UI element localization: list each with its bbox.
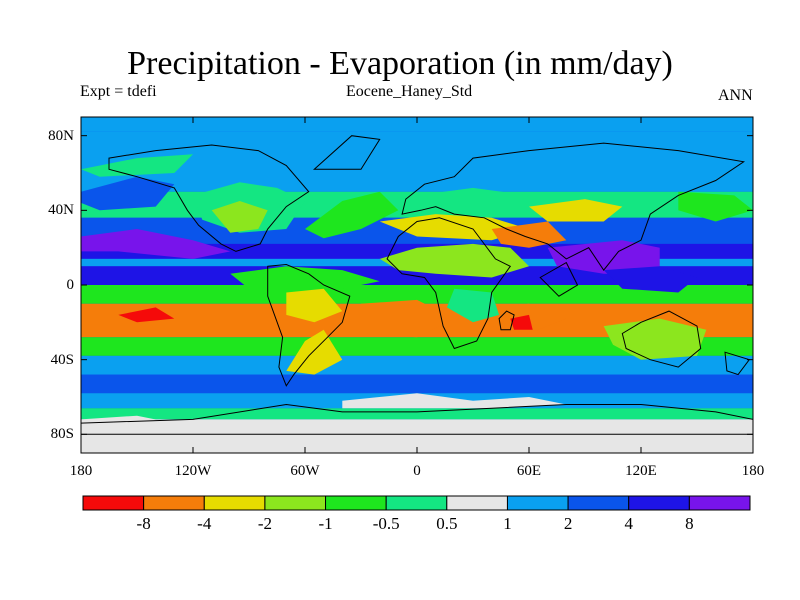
y-tick-label: 40N [48, 202, 74, 219]
colorbar-swatch [567, 495, 630, 511]
zonal-band [81, 337, 753, 356]
colorbar-level-label: 0.5 [436, 514, 458, 533]
colorbar-level-label: 8 [685, 514, 694, 533]
experiment-label: Expt = tdefi [80, 83, 157, 100]
colorbar-swatch [82, 495, 145, 511]
colorbar [82, 495, 751, 511]
colorbar-level-label: 4 [624, 514, 633, 533]
patch-cafrica [446, 288, 500, 323]
colorbar-swatch [506, 495, 569, 511]
pe-field [81, 117, 753, 453]
coast-australia [621, 310, 702, 368]
patch-antarctic-margin [342, 393, 567, 409]
x-tick-label: 120W [174, 463, 212, 479]
zonal-band [81, 285, 753, 304]
colorbar-swatch [628, 495, 690, 511]
patch-namerica-dry [211, 201, 268, 233]
zonal-band [81, 419, 753, 453]
y-tick-label: 80S [50, 426, 74, 443]
colorbar-level-label: -8 [136, 514, 151, 533]
colorbar-swatch [385, 495, 448, 511]
patch-spac-dry [118, 307, 175, 323]
coast-samerica [267, 263, 351, 387]
patch-sahara [379, 214, 529, 241]
y-tick-label: 0 [66, 277, 75, 293]
patch-npac-itcz [81, 229, 231, 259]
patch-monsoon [547, 240, 660, 274]
x-tick-label: 60W [290, 463, 320, 479]
patch-arabia [491, 221, 567, 248]
coast-eurasia [401, 142, 746, 271]
patch-satl-dry [361, 299, 455, 338]
x-tick-label: 60E [516, 463, 542, 479]
patch-argentina [286, 329, 343, 375]
coast-newzealand [724, 351, 751, 376]
colorbar-swatch [688, 495, 751, 511]
zonal-band [81, 408, 753, 420]
coast-namerica [108, 144, 310, 252]
patch-npac-west [678, 191, 753, 222]
colorbar-level-label: -2 [257, 514, 272, 533]
patch-brazil [286, 288, 343, 323]
coast-africa [386, 217, 512, 350]
coast-india [539, 261, 579, 297]
patch-casia [529, 199, 623, 222]
y-tick-label: 80N [48, 127, 74, 144]
patch-antarctic-pac [81, 415, 193, 435]
zonal-band [81, 374, 753, 394]
zonal-band [81, 355, 753, 375]
plot-title: Precipitation - Evaporation (in mm/day) [127, 45, 673, 82]
x-tick-label: 0 [413, 463, 421, 479]
colorbar-level-label: -1 [318, 514, 333, 533]
patch-europe [417, 187, 529, 207]
zonal-band [81, 117, 753, 132]
y-tick-label: 40S [50, 351, 74, 368]
case-label: Eocene_Haney_Std [346, 83, 473, 100]
coast-greenland [312, 135, 381, 170]
colorbar-swatch [325, 495, 387, 511]
zonal-band [81, 191, 753, 218]
patch-nafrica [379, 243, 529, 278]
colorbar-swatch [264, 495, 327, 511]
axis-ticks [80, 117, 754, 453]
colorbar-level-label: -0.5 [372, 514, 400, 533]
patch-natl-dry [305, 191, 399, 239]
zonal-band [81, 131, 753, 192]
colorbar-swatch [143, 495, 205, 511]
colorbar-swatch [446, 495, 508, 511]
colorbar-level-label: 1 [503, 514, 512, 533]
patch-npac-storm [81, 176, 175, 211]
x-tick-label: 180 [741, 463, 765, 479]
colorbar-level-label: -4 [197, 514, 212, 533]
patch-maritime [603, 266, 697, 293]
x-tick-label: 180 [69, 463, 93, 479]
x-tick-label: 120E [625, 463, 657, 479]
season-label: ANN [718, 87, 753, 104]
colorbar-level-label: 2 [563, 514, 573, 533]
coast-madagascar [498, 310, 515, 331]
colorbar-swatch [203, 495, 266, 511]
patch-indian-core [510, 314, 533, 330]
patch-bering [81, 154, 193, 177]
